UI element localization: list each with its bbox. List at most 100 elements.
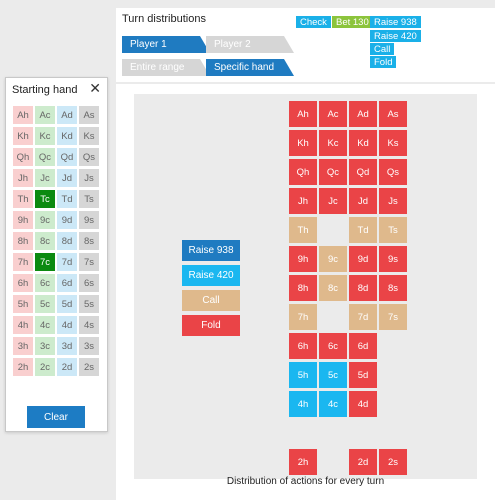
hand-card-3h[interactable]: 3h xyxy=(13,337,33,355)
grid-card-7s[interactable]: 7s xyxy=(379,304,407,330)
grid-card-2d[interactable]: 2d xyxy=(349,449,377,475)
hand-card-3c[interactable]: 3c xyxy=(35,337,55,355)
grid-card-9c[interactable]: 9c xyxy=(319,246,347,272)
hand-card-8h[interactable]: 8h xyxy=(13,232,33,250)
grid-card-6c[interactable]: 6c xyxy=(319,333,347,359)
grid-card-Td[interactable]: Td xyxy=(349,217,377,243)
hand-card-Ad[interactable]: Ad xyxy=(57,106,77,124)
grid-card-Th[interactable]: Th xyxy=(289,217,317,243)
hand-card-2c[interactable]: 2c xyxy=(35,358,55,376)
hand-card-2d[interactable]: 2d xyxy=(57,358,77,376)
grid-card-4h[interactable]: 4h xyxy=(289,391,317,417)
hand-card-2h[interactable]: 2h xyxy=(13,358,33,376)
hand-card-Ah[interactable]: Ah xyxy=(13,106,33,124)
hand-card-5d[interactable]: 5d xyxy=(57,295,77,313)
grid-card-4d[interactable]: 4d xyxy=(349,391,377,417)
hand-card-4s[interactable]: 4s xyxy=(79,316,99,334)
hand-card-Qc[interactable]: Qc xyxy=(35,148,55,166)
grid-card-Qd[interactable]: Qd xyxy=(349,159,377,185)
grid-card-5c[interactable]: 5c xyxy=(319,362,347,388)
hand-card-Jh[interactable]: Jh xyxy=(13,169,33,187)
grid-card-Ah[interactable]: Ah xyxy=(289,101,317,127)
grid-card-7h[interactable]: 7h xyxy=(289,304,317,330)
hand-card-8s[interactable]: 8s xyxy=(79,232,99,250)
hand-card-6d[interactable]: 6d xyxy=(57,274,77,292)
hand-card-4c[interactable]: 4c xyxy=(35,316,55,334)
tab-specific-hand[interactable]: Specific hand xyxy=(206,59,294,76)
grid-card-4c[interactable]: 4c xyxy=(319,391,347,417)
hand-card-7s[interactable]: 7s xyxy=(79,253,99,271)
hand-card-Jc[interactable]: Jc xyxy=(35,169,55,187)
hand-card-3d[interactable]: 3d xyxy=(57,337,77,355)
hand-card-4d[interactable]: 4d xyxy=(57,316,77,334)
grid-card-7d[interactable]: 7d xyxy=(349,304,377,330)
grid-card-8c[interactable]: 8c xyxy=(319,275,347,301)
grid-card-9d[interactable]: 9d xyxy=(349,246,377,272)
hand-card-9h[interactable]: 9h xyxy=(13,211,33,229)
grid-card-As[interactable]: As xyxy=(379,101,407,127)
grid-card-5d[interactable]: 5d xyxy=(349,362,377,388)
grid-card-Ts[interactable]: Ts xyxy=(379,217,407,243)
hand-card-6h[interactable]: 6h xyxy=(13,274,33,292)
hand-card-5c[interactable]: 5c xyxy=(35,295,55,313)
grid-card-Kc[interactable]: Kc xyxy=(319,130,347,156)
hand-card-Qs[interactable]: Qs xyxy=(79,148,99,166)
hand-card-7d[interactable]: 7d xyxy=(57,253,77,271)
hand-card-Kh[interactable]: Kh xyxy=(13,127,33,145)
hand-card-8d[interactable]: 8d xyxy=(57,232,77,250)
grid-card-Kd[interactable]: Kd xyxy=(349,130,377,156)
hand-card-9s[interactable]: 9s xyxy=(79,211,99,229)
grid-card-Ac[interactable]: Ac xyxy=(319,101,347,127)
grid-card-Js[interactable]: Js xyxy=(379,188,407,214)
grid-card-Jd[interactable]: Jd xyxy=(349,188,377,214)
hand-card-3s[interactable]: 3s xyxy=(79,337,99,355)
hand-card-Ks[interactable]: Ks xyxy=(79,127,99,145)
hand-card-4h[interactable]: 4h xyxy=(13,316,33,334)
hand-card-Th[interactable]: Th xyxy=(13,190,33,208)
hand-card-7c[interactable]: 7c xyxy=(35,253,55,271)
grid-card-8s[interactable]: 8s xyxy=(379,275,407,301)
tab-entire-range[interactable]: Entire range xyxy=(122,59,210,76)
hand-card-5s[interactable]: 5s xyxy=(79,295,99,313)
hand-card-5h[interactable]: 5h xyxy=(13,295,33,313)
grid-card-9s[interactable]: 9s xyxy=(379,246,407,272)
hand-card-Qh[interactable]: Qh xyxy=(13,148,33,166)
hand-card-Td[interactable]: Td xyxy=(57,190,77,208)
hand-card-2s[interactable]: 2s xyxy=(79,358,99,376)
grid-card-Ad[interactable]: Ad xyxy=(349,101,377,127)
hand-card-8c[interactable]: 8c xyxy=(35,232,55,250)
hand-card-6s[interactable]: 6s xyxy=(79,274,99,292)
close-icon[interactable]: ✕ xyxy=(89,80,101,96)
hand-card-7h[interactable]: 7h xyxy=(13,253,33,271)
grid-card-5h[interactable]: 5h xyxy=(289,362,317,388)
hand-card-Js[interactable]: Js xyxy=(79,169,99,187)
tab-player-1[interactable]: Player 1 xyxy=(122,36,210,53)
hand-card-6c[interactable]: 6c xyxy=(35,274,55,292)
hand-card-Kc[interactable]: Kc xyxy=(35,127,55,145)
hand-card-Jd[interactable]: Jd xyxy=(57,169,77,187)
grid-card-6d[interactable]: 6d xyxy=(349,333,377,359)
grid-card-6h[interactable]: 6h xyxy=(289,333,317,359)
grid-card-8h[interactable]: 8h xyxy=(289,275,317,301)
grid-card-Kh[interactable]: Kh xyxy=(289,130,317,156)
hand-card-Qd[interactable]: Qd xyxy=(57,148,77,166)
hand-card-9c[interactable]: 9c xyxy=(35,211,55,229)
hand-card-Ts[interactable]: Ts xyxy=(79,190,99,208)
grid-card-9h[interactable]: 9h xyxy=(289,246,317,272)
grid-card-Ks[interactable]: Ks xyxy=(379,130,407,156)
tab-player-2[interactable]: Player 2 xyxy=(206,36,294,53)
hand-card-As[interactable]: As xyxy=(79,106,99,124)
grid-card-Qs[interactable]: Qs xyxy=(379,159,407,185)
hand-card-Tc[interactable]: Tc xyxy=(35,190,55,208)
grid-card-2h[interactable]: 2h xyxy=(289,449,317,475)
grid-card-Qh[interactable]: Qh xyxy=(289,159,317,185)
grid-card-8d[interactable]: 8d xyxy=(349,275,377,301)
grid-card-Jh[interactable]: Jh xyxy=(289,188,317,214)
grid-card-2s[interactable]: 2s xyxy=(379,449,407,475)
grid-card-Qc[interactable]: Qc xyxy=(319,159,347,185)
hand-card-Kd[interactable]: Kd xyxy=(57,127,77,145)
hand-card-9d[interactable]: 9d xyxy=(57,211,77,229)
grid-card-Jc[interactable]: Jc xyxy=(319,188,347,214)
clear-button[interactable]: Clear xyxy=(27,406,85,428)
hand-card-Ac[interactable]: Ac xyxy=(35,106,55,124)
